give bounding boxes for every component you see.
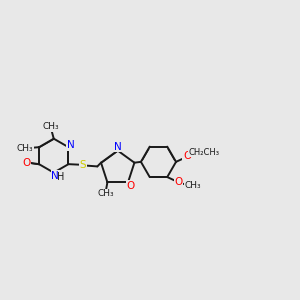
- Text: S: S: [80, 160, 86, 170]
- Text: CH₃: CH₃: [98, 189, 114, 198]
- Text: CH₃: CH₃: [16, 143, 33, 152]
- Text: CH₃: CH₃: [42, 122, 59, 131]
- Text: H: H: [57, 172, 64, 182]
- Text: O: O: [174, 177, 182, 188]
- Text: N: N: [114, 142, 122, 152]
- Text: CH₂CH₃: CH₂CH₃: [188, 148, 219, 157]
- Text: N: N: [51, 171, 59, 181]
- Text: O: O: [183, 152, 191, 161]
- Text: CH₃: CH₃: [185, 181, 202, 190]
- Text: O: O: [22, 158, 31, 168]
- Text: N: N: [67, 140, 75, 150]
- Text: O: O: [126, 181, 134, 191]
